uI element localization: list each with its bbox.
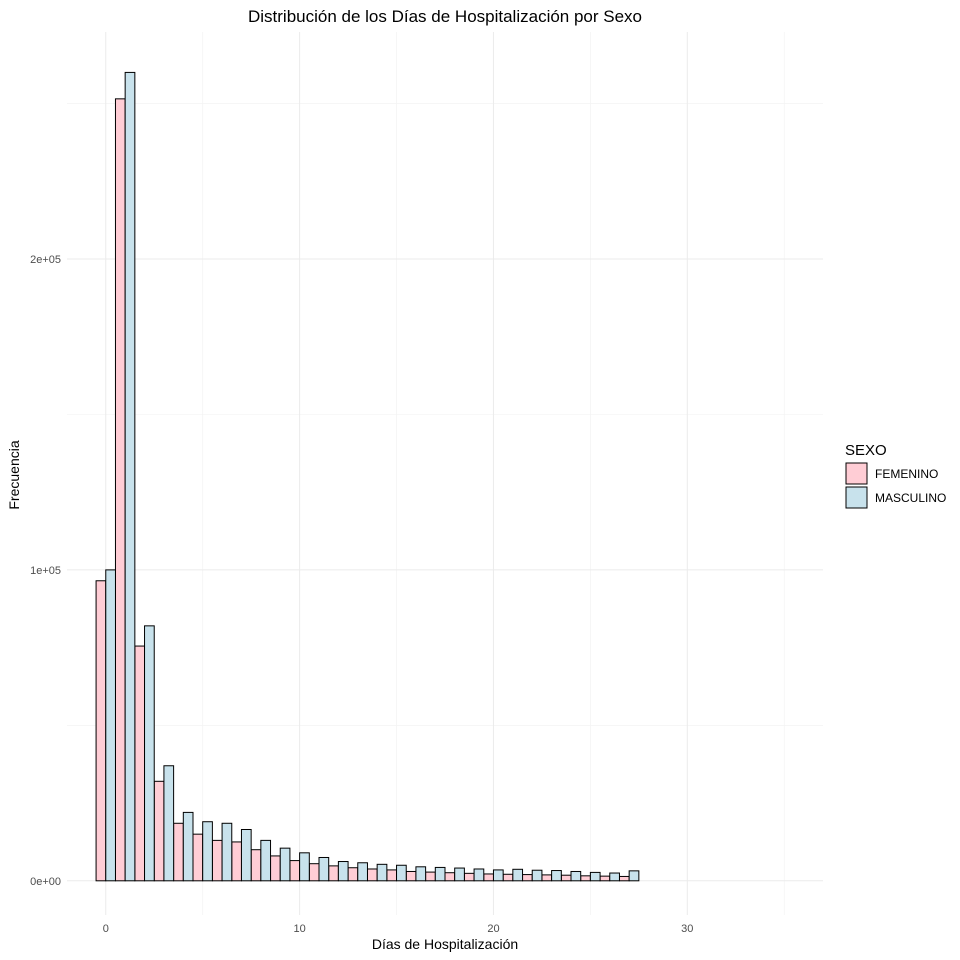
bar-masculino-14 — [376, 863, 388, 882]
bar-masculino-5 — [202, 821, 213, 882]
bar-femenino-4 — [173, 822, 184, 882]
ticks: 0 10 20 30 0e+00 1e+05 2e+05 — [30, 254, 693, 935]
bars — [95, 71, 640, 882]
bar-femenino-18 — [444, 872, 456, 882]
bar-masculino-4 — [182, 811, 194, 882]
bar-masculino-12 — [337, 861, 349, 882]
bar-masculino-7 — [240, 828, 252, 882]
bar-masculino-6 — [221, 822, 233, 882]
legend-label-masculino: MASCULINO — [875, 491, 946, 505]
bar-masculino-22 — [531, 869, 543, 882]
bar-masculino-17 — [434, 866, 446, 882]
bar-masculino-21 — [512, 868, 524, 882]
bar-masculino-8 — [260, 839, 272, 882]
x-tick-label: 0 — [103, 923, 109, 935]
bar-masculino-20 — [492, 869, 504, 882]
legend-key-masculino — [845, 486, 868, 509]
bar-masculino-18 — [454, 867, 465, 882]
y-axis-title: Frecuencia — [6, 440, 22, 509]
bar-femenino-10 — [289, 860, 301, 882]
bar-femenino-27 — [618, 875, 630, 882]
x-axis-title: Días de Hospitalización — [372, 936, 518, 952]
bar-femenino-24 — [560, 874, 572, 882]
bar-femenino-26 — [599, 875, 611, 882]
bar-masculino-23 — [551, 870, 562, 882]
bar-masculino-9 — [279, 847, 291, 882]
bar-femenino-15 — [386, 869, 398, 882]
bar-femenino-11 — [308, 863, 320, 882]
y-tick-label: 1e+05 — [30, 565, 61, 577]
bar-masculino-2 — [144, 625, 155, 882]
bar-femenino-16 — [405, 870, 417, 882]
bar-masculino-15 — [396, 864, 407, 882]
bar-masculino-11 — [318, 856, 330, 882]
legend-label-femenino: FEMENINO — [875, 467, 938, 481]
x-tick-label: 10 — [293, 923, 305, 935]
bar-masculino-19 — [473, 868, 485, 882]
bar-femenino-12 — [328, 865, 339, 882]
bar-femenino-21 — [502, 873, 514, 882]
legend: SEXO FEMENINO MASCULINO — [845, 442, 946, 509]
bar-femenino-2 — [134, 645, 146, 882]
bar-masculino-26 — [609, 872, 620, 882]
y-tick-label: 2e+05 — [30, 254, 61, 266]
bar-femenino-9 — [270, 855, 281, 882]
bar-masculino-24 — [570, 870, 582, 882]
bar-femenino-8 — [250, 849, 262, 882]
chart-title: Distribución de los Días de Hospitalizac… — [248, 7, 642, 26]
bar-masculino-13 — [357, 862, 368, 882]
bar-femenino-13 — [347, 867, 359, 882]
y-tick-label: 0e+00 — [30, 876, 61, 888]
bar-femenino-7 — [231, 841, 242, 882]
x-tick-label: 30 — [681, 923, 693, 935]
bar-masculino-1 — [124, 71, 136, 882]
x-tick-label: 20 — [487, 923, 499, 935]
bar-femenino-25 — [580, 875, 591, 882]
bar-femenino-23 — [541, 874, 553, 882]
bar-femenino-6 — [211, 839, 223, 882]
legend-title: SEXO — [845, 442, 887, 459]
bar-masculino-25 — [589, 871, 601, 882]
bar-masculino-10 — [299, 852, 310, 882]
bar-femenino-5 — [192, 833, 204, 882]
legend-key-femenino — [845, 462, 868, 485]
bar-femenino-3 — [153, 780, 165, 882]
bar-femenino-17 — [425, 871, 436, 882]
grid — [67, 32, 823, 915]
bar-femenino-14 — [366, 868, 378, 882]
bar-femenino-0 — [95, 580, 107, 882]
bar-femenino-1 — [114, 98, 126, 882]
bar-femenino-20 — [483, 873, 494, 882]
bar-masculino-16 — [415, 866, 427, 882]
bar-femenino-22 — [522, 874, 533, 882]
bar-masculino-3 — [163, 765, 175, 882]
bar-femenino-19 — [463, 872, 475, 882]
bar-masculino-27 — [628, 870, 640, 882]
bar-masculino-0 — [105, 569, 116, 882]
